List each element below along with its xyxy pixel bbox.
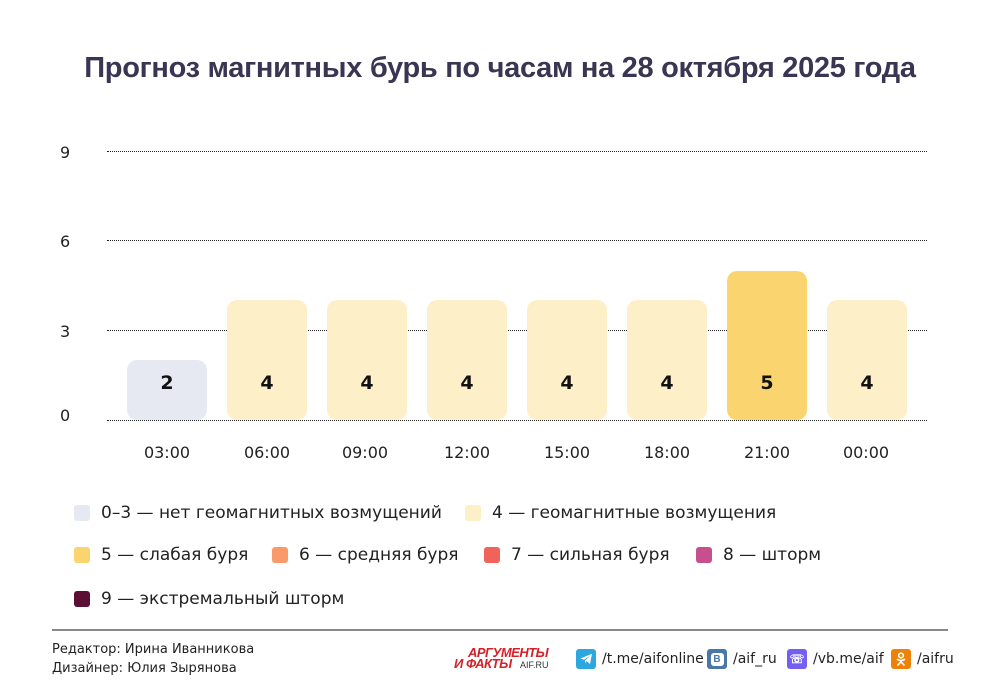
bar-value-label: 4	[860, 371, 874, 394]
legend-label: 7 — сильная буря	[511, 545, 670, 565]
legend-label: 9 — экстремальный шторм	[101, 589, 345, 609]
bar-value-label: 4	[460, 371, 474, 394]
legend-swatch	[696, 547, 712, 563]
bar-value-label: 4	[260, 371, 274, 394]
y-tick-0: 0	[60, 406, 71, 425]
social-viber[interactable]: ☏ /vb.me/aif	[787, 649, 884, 669]
y-tick-3: 3	[60, 322, 71, 341]
x-tick: 03:00	[143, 443, 191, 462]
bar-0900: 4	[327, 300, 407, 420]
editor-credit: Редактор: Ирина Иванникова	[52, 642, 255, 657]
social-telegram[interactable]: /t.me/aifonline	[576, 649, 704, 669]
legend-item-4: 4 — геомагнитные возмущения	[465, 503, 776, 523]
bar-value-label: 4	[660, 371, 674, 394]
social-odnoklassniki[interactable]: /aifru	[891, 649, 954, 669]
x-tick: 18:00	[643, 443, 691, 462]
viber-icon: ☏	[787, 649, 807, 669]
telegram-icon	[576, 649, 596, 669]
legend-swatch	[465, 505, 481, 521]
bar-1800: 4	[627, 300, 707, 420]
x-tick: 12:00	[443, 443, 491, 462]
legend-swatch	[74, 591, 90, 607]
bar-1200: 4	[427, 300, 507, 420]
y-tick-6: 6	[60, 232, 71, 251]
legend-label: 4 — геомагнитные возмущения	[492, 503, 777, 523]
gridline-6	[107, 240, 927, 241]
legend-swatch	[484, 547, 500, 563]
gridline-3	[107, 330, 927, 331]
y-tick-9: 9	[60, 143, 71, 162]
vk-icon: B	[707, 649, 727, 669]
x-tick: 21:00	[743, 443, 791, 462]
bar-1500: 4	[527, 300, 607, 420]
legend-item-0-3: 0–3 — нет геомагнитных возмущений	[74, 503, 442, 523]
bar-value-label: 4	[560, 371, 574, 394]
footer-divider	[52, 629, 948, 631]
legend-swatch	[74, 547, 90, 563]
legend-item-8: 8 — шторм	[696, 545, 821, 565]
legend-label: 5 — слабая буря	[101, 545, 249, 565]
legend-label: 0–3 — нет геомагнитных возмущений	[101, 503, 442, 523]
odnoklassniki-icon	[891, 649, 911, 669]
aif-logo[interactable]: АРГУМЕНТЫ И ФАКТЫ AIF.RU	[454, 645, 549, 671]
bar-chart: 9 6 3 0 2 4 4 4 4 4 5 4 03:00 06:00 09:00 12:00…	[60, 143, 927, 462]
x-tick: 06:00	[243, 443, 291, 462]
gridline-0	[107, 420, 927, 421]
legend-item-7: 7 — сильная буря	[484, 545, 670, 565]
social-vk[interactable]: B /aif_ru	[707, 649, 777, 669]
legend-item-6: 6 — средняя буря	[272, 545, 459, 565]
designer-credit: Дизайнер: Юлия Зырянова	[52, 661, 237, 676]
bar-0600: 4	[227, 300, 307, 420]
legend-swatch	[272, 547, 288, 563]
bar-value-label: 2	[160, 371, 174, 394]
bar-value-label: 5	[760, 371, 774, 394]
legend-label: 8 — шторм	[723, 545, 822, 565]
legend-label: 6 — средняя буря	[299, 545, 459, 565]
bar-0300: 2	[127, 360, 207, 420]
chart-title: Прогноз магнитных бурь по часам на 28 ок…	[84, 52, 916, 84]
legend-item-9: 9 — экстремальный шторм	[74, 589, 344, 609]
x-tick: 15:00	[543, 443, 591, 462]
legend-swatch	[74, 505, 90, 521]
bar-2100: 5	[727, 270, 807, 420]
x-tick: 00:00	[842, 443, 890, 462]
bar-0000: 4	[827, 300, 907, 420]
x-tick: 09:00	[341, 443, 389, 462]
bar-value-label: 4	[360, 371, 374, 394]
legend-item-5: 5 — слабая буря	[74, 545, 248, 565]
credits: Редактор: Ирина Иванникова Дизайнер: Юли…	[52, 640, 254, 678]
gridline-9	[107, 151, 927, 152]
